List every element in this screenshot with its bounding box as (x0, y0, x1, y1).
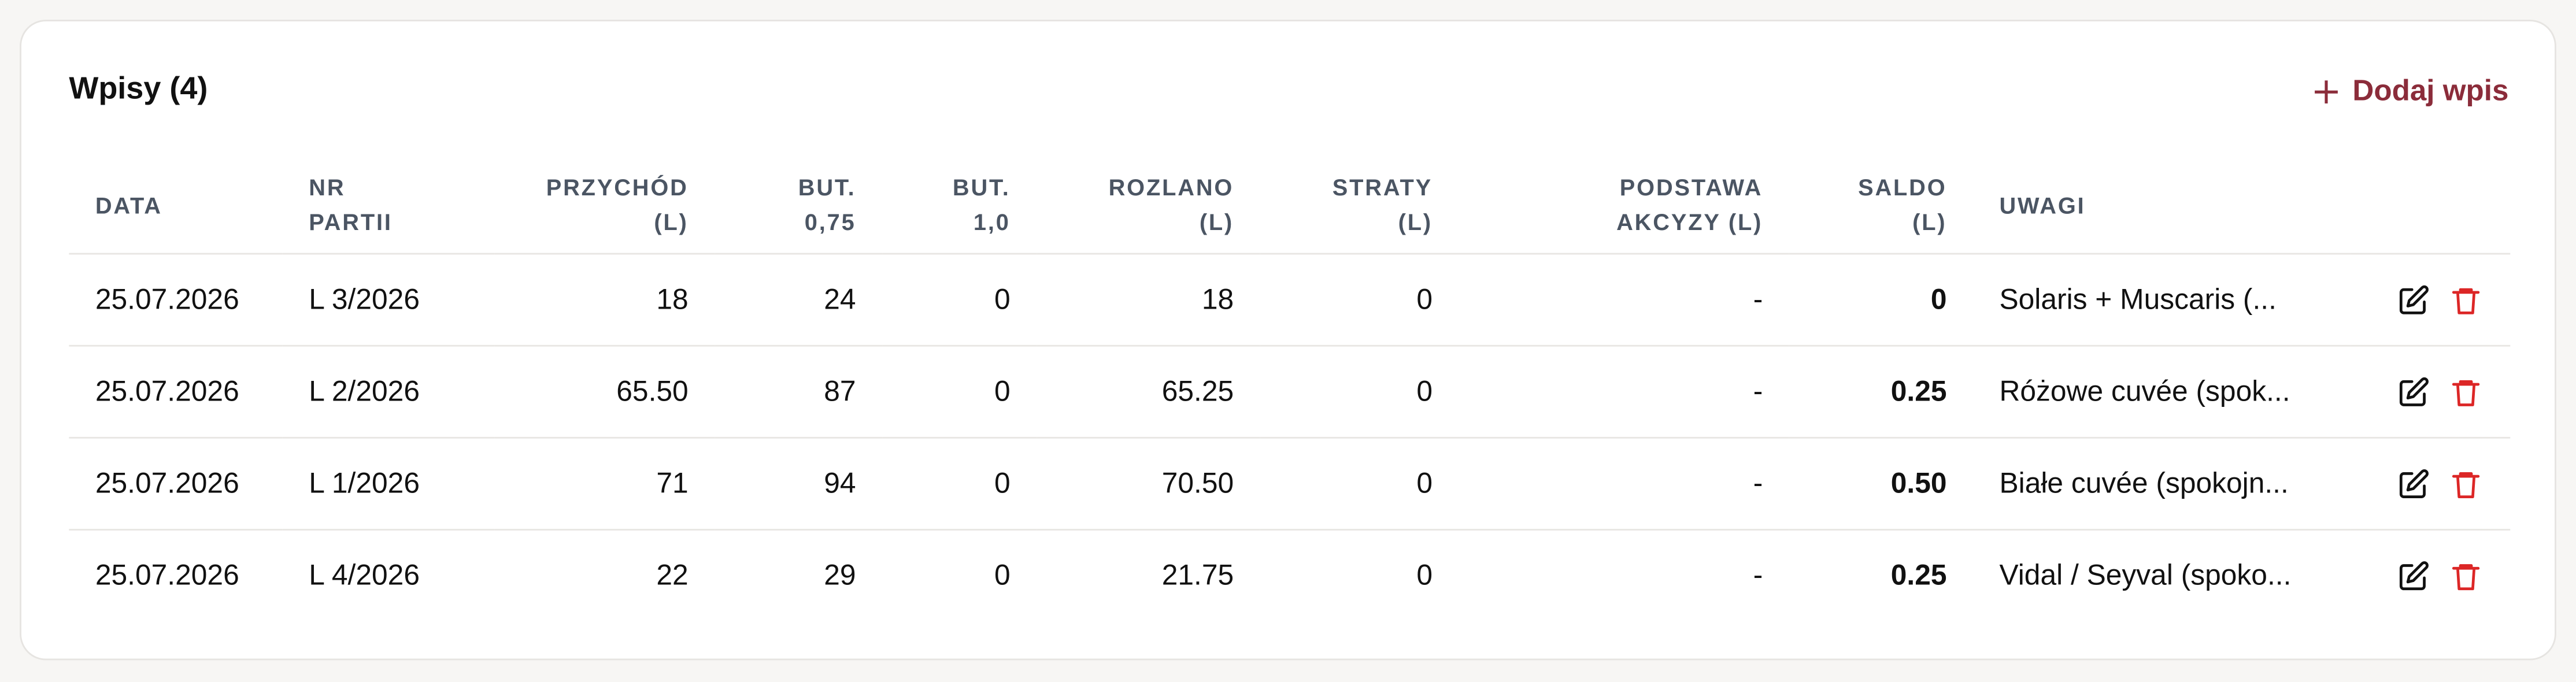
table-cell: 0.50 (1789, 436, 1974, 530)
delete-icon[interactable] (2449, 561, 2482, 594)
card-title: Wpisy (4) (69, 72, 208, 107)
column-header: DATA (95, 191, 162, 218)
edit-icon[interactable] (2397, 561, 2430, 594)
delete-icon[interactable] (2449, 468, 2482, 501)
table-cell: 94 (715, 436, 883, 530)
table-cell: 18 (494, 253, 715, 346)
row-actions (2351, 253, 2511, 346)
add-entry-label: Dodaj wpis (2352, 73, 2509, 107)
table-cell: 25.07.2026 (69, 344, 283, 438)
add-entry-button[interactable]: Dodaj wpis (2313, 74, 2508, 109)
table-cell: 65.25 (1037, 344, 1260, 438)
row-actions (2351, 436, 2511, 530)
table-cell: L 2/2026 (282, 344, 495, 438)
table-row: 25.07.2026 L 3/2026 18 24 0 18 0-0 Solaris + Mu… (69, 253, 2511, 346)
actions-header (2351, 158, 2511, 254)
table-cell: 21.75 (1037, 529, 1260, 621)
row-actions (2351, 529, 2511, 621)
table-cell: 24 (715, 253, 883, 346)
edit-icon[interactable] (2397, 468, 2430, 501)
table-cell: Vidal / Seyval (spoko... (1973, 529, 2351, 621)
table-cell: 0 (882, 436, 1037, 530)
table-cell: L 3/2026 (282, 253, 495, 346)
entries-card: Wpisy (4) Dodaj wpis DATA NR PARTII PRZYCH… (20, 20, 2556, 661)
edit-icon[interactable] (2397, 284, 2430, 317)
table-cell: 0 (1260, 344, 1459, 438)
table-cell: - (1459, 253, 1789, 346)
table-cell: 0 (1260, 253, 1459, 346)
table-cell: 0 (1260, 529, 1459, 621)
table-row: 25.07.2026 L 4/2026 22 29 0 21.75 0-0.25 Vidal … (69, 529, 2511, 621)
table-cell: 0 (882, 344, 1037, 438)
table-cell: 25.07.2026 (69, 436, 283, 530)
column-header: NR PARTII (309, 174, 393, 235)
table-cell: 0 (1789, 253, 1974, 346)
header-row: DATA NR PARTII PRZYCHÓD (L) BUT. 0,75 BUT. 1… (69, 158, 2510, 254)
table-cell: L 4/2026 (282, 529, 495, 621)
column-header: BUT. 1,0 (952, 174, 1011, 235)
table-cell: 25.07.2026 (69, 529, 283, 621)
table-row: 25.07.2026 L 2/2026 65.50 87 0 65.25 0-0.25 Róż… (69, 344, 2511, 438)
column-header: PRZYCHÓD (L) (546, 174, 689, 235)
table-cell: - (1459, 529, 1789, 621)
table-row: 25.07.2026 L 1/2026 71 94 0 70.50 0-0.50 Białe … (69, 436, 2511, 530)
table-cell: 65.50 (494, 344, 715, 438)
table-cell: Solaris + Muscaris (... (1973, 253, 2351, 346)
table-cell: 22 (494, 529, 715, 621)
column-header: ROZLANO (L) (1108, 174, 1234, 235)
column-header: PODSTAWA AKCYZY (L) (1616, 174, 1763, 235)
table-cell: 87 (715, 344, 883, 438)
table-cell: Białe cuvée (spokojn... (1973, 436, 2351, 530)
column-header: STRATY (L) (1332, 174, 1433, 235)
table-cell: 71 (494, 436, 715, 530)
delete-icon[interactable] (2449, 284, 2482, 317)
edit-icon[interactable] (2397, 376, 2430, 409)
table-cell: 0 (1260, 436, 1459, 530)
table-cell: 0 (882, 253, 1037, 346)
table-cell: 70.50 (1037, 436, 1260, 530)
table-cell: 0.25 (1789, 529, 1974, 621)
entries-table: DATA NR PARTII PRZYCHÓD (L) BUT. 0,75 BUT. 1… (69, 158, 2511, 621)
table-cell: - (1459, 436, 1789, 530)
table-cell: 25.07.2026 (69, 253, 283, 346)
delete-icon[interactable] (2449, 376, 2482, 409)
table-cell: 0.25 (1789, 344, 1974, 438)
table-body: 25.07.2026 L 3/2026 18 24 0 18 0-0 Solaris + Mu… (69, 253, 2511, 621)
table-cell: 18 (1037, 253, 1260, 346)
table-cell: 29 (715, 529, 883, 621)
column-header: UWAGI (1999, 191, 2086, 218)
column-header: BUT. 0,75 (798, 174, 856, 235)
row-actions (2351, 344, 2511, 438)
plus-icon (2315, 79, 2338, 103)
table-cell: L 1/2026 (282, 436, 495, 530)
table-cell: 0 (882, 529, 1037, 621)
column-header: SALDO (L) (1858, 174, 1947, 235)
table-cell: - (1459, 344, 1789, 438)
table-cell: Różowe cuvée (spok... (1973, 344, 2351, 438)
